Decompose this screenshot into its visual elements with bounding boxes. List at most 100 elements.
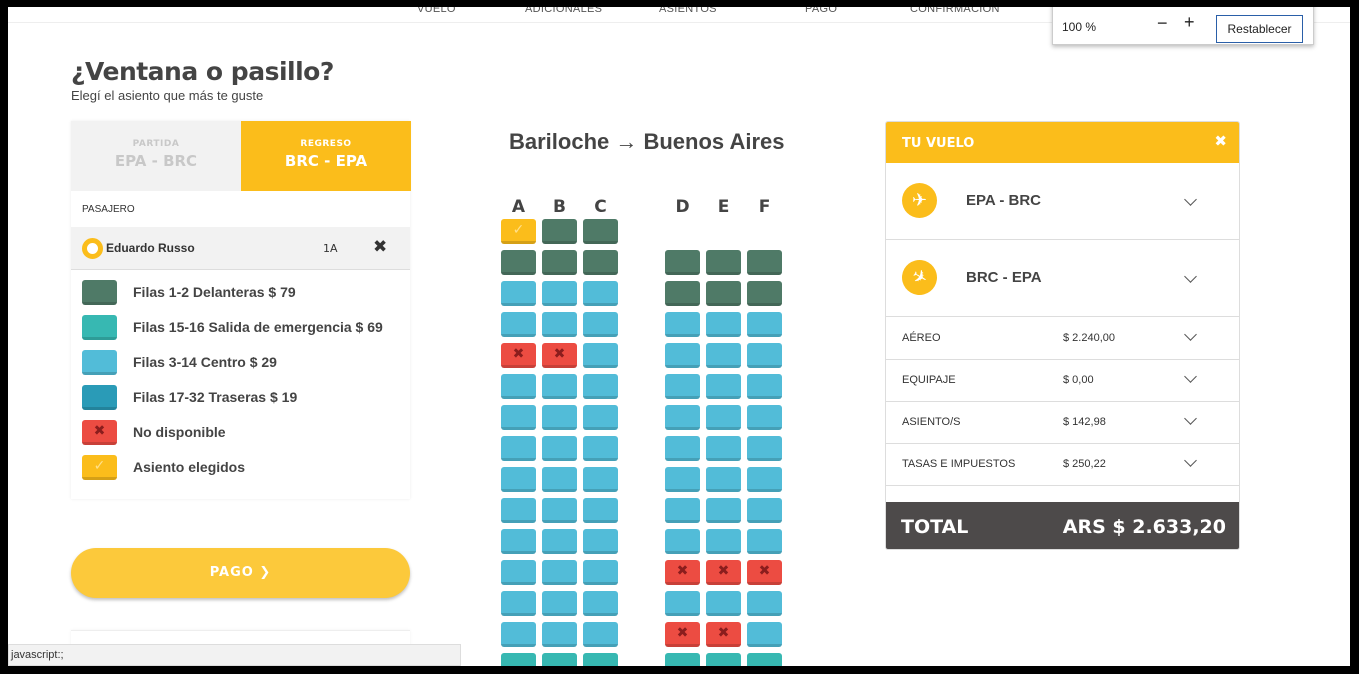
remove-seat-icon[interactable]: ✖	[373, 237, 388, 257]
seat-13E[interactable]	[706, 591, 741, 616]
seat-4B[interactable]	[542, 312, 577, 337]
seat-12C[interactable]	[583, 560, 618, 585]
seat-4C[interactable]	[583, 312, 618, 337]
seat-13C[interactable]	[583, 591, 618, 616]
seat-2D[interactable]	[665, 250, 700, 275]
seat-3E[interactable]	[706, 281, 741, 306]
seat-11C[interactable]	[583, 529, 618, 554]
seat-5E[interactable]	[706, 343, 741, 368]
zoom-in-button[interactable]: +	[1184, 12, 1195, 32]
seat-1A[interactable]: ✓	[501, 219, 536, 244]
seat-8C[interactable]	[583, 436, 618, 461]
chevron-down-icon[interactable]	[1184, 454, 1197, 467]
seat-12A[interactable]	[501, 560, 536, 585]
tab-partida[interactable]: PARTIDA EPA - BRC	[71, 121, 241, 191]
seat-10B[interactable]	[542, 498, 577, 523]
nav-pago[interactable]: PAGO	[805, 7, 838, 15]
chevron-down-icon[interactable]	[1184, 193, 1197, 206]
seat-15F[interactable]	[747, 653, 782, 666]
seat-2B[interactable]	[542, 250, 577, 275]
flight-item-return[interactable]: ✈ BRC - EPA	[886, 240, 1239, 317]
seat-3B[interactable]	[542, 281, 577, 306]
seat-7A[interactable]	[501, 405, 536, 430]
seat-13A[interactable]	[501, 591, 536, 616]
seat-7C[interactable]	[583, 405, 618, 430]
seat-2F[interactable]	[747, 250, 782, 275]
seat-5C[interactable]	[583, 343, 618, 368]
seat-14F[interactable]	[747, 622, 782, 647]
seat-2C[interactable]	[583, 250, 618, 275]
passenger-row[interactable]: Eduardo Russo 1A ✖	[71, 227, 410, 270]
seat-4F[interactable]	[747, 312, 782, 337]
seat-14A[interactable]	[501, 622, 536, 647]
nav-adicionales[interactable]: ADICIONALES	[525, 7, 603, 15]
seat-15A[interactable]	[501, 653, 536, 666]
seat-13F[interactable]	[747, 591, 782, 616]
seat-1B[interactable]	[542, 219, 577, 244]
nav-confirmacion[interactable]: CONFIRMACION	[910, 7, 1000, 15]
seat-6A[interactable]	[501, 374, 536, 399]
seat-13B[interactable]	[542, 591, 577, 616]
seat-2E[interactable]	[706, 250, 741, 275]
seat-4E[interactable]	[706, 312, 741, 337]
seat-14C[interactable]	[583, 622, 618, 647]
pay-button[interactable]: PAGO ❯	[71, 548, 410, 598]
seat-6E[interactable]	[706, 374, 741, 399]
seat-5F[interactable]	[747, 343, 782, 368]
cost-row[interactable]: EQUIPAJE $ 0,00	[886, 360, 1239, 402]
seat-10E[interactable]	[706, 498, 741, 523]
seat-8E[interactable]	[706, 436, 741, 461]
seat-7F[interactable]	[747, 405, 782, 430]
seat-11F[interactable]	[747, 529, 782, 554]
seat-10F[interactable]	[747, 498, 782, 523]
seat-12B[interactable]	[542, 560, 577, 585]
seat-5D[interactable]	[665, 343, 700, 368]
seat-3D[interactable]	[665, 281, 700, 306]
seat-9E[interactable]	[706, 467, 741, 492]
seat-7D[interactable]	[665, 405, 700, 430]
close-icon[interactable]: ✖	[1214, 132, 1227, 150]
cost-row[interactable]: ASIENTO/S $ 142,98	[886, 402, 1239, 444]
seat-15B[interactable]	[542, 653, 577, 666]
cost-row[interactable]: AÉREO $ 2.240,00	[886, 318, 1239, 360]
flight-item-outbound[interactable]: ✈ EPA - BRC	[886, 163, 1239, 240]
seat-15D[interactable]	[665, 653, 700, 666]
seat-7E[interactable]	[706, 405, 741, 430]
seat-3A[interactable]	[501, 281, 536, 306]
radio-icon[interactable]	[82, 238, 103, 259]
seat-2A[interactable]	[501, 250, 536, 275]
seat-9B[interactable]	[542, 467, 577, 492]
chevron-down-icon[interactable]	[1184, 370, 1197, 383]
seat-15C[interactable]	[583, 653, 618, 666]
seat-9F[interactable]	[747, 467, 782, 492]
seat-9A[interactable]	[501, 467, 536, 492]
seat-4D[interactable]	[665, 312, 700, 337]
seat-11B[interactable]	[542, 529, 577, 554]
seat-10C[interactable]	[583, 498, 618, 523]
seat-11D[interactable]	[665, 529, 700, 554]
seat-14B[interactable]	[542, 622, 577, 647]
cost-row[interactable]: TASAS E IMPUESTOS $ 250,22	[886, 444, 1239, 486]
chevron-down-icon[interactable]	[1184, 328, 1197, 341]
tab-regreso[interactable]: REGRESO BRC - EPA	[241, 121, 411, 191]
seat-4A[interactable]	[501, 312, 536, 337]
seat-6C[interactable]	[583, 374, 618, 399]
seat-13D[interactable]	[665, 591, 700, 616]
seat-15E[interactable]	[706, 653, 741, 666]
seat-1C[interactable]	[583, 219, 618, 244]
seat-10A[interactable]	[501, 498, 536, 523]
zoom-out-button[interactable]: −	[1157, 13, 1168, 33]
seat-6F[interactable]	[747, 374, 782, 399]
seat-8D[interactable]	[665, 436, 700, 461]
seat-10D[interactable]	[665, 498, 700, 523]
seat-9C[interactable]	[583, 467, 618, 492]
seat-11A[interactable]	[501, 529, 536, 554]
seat-6D[interactable]	[665, 374, 700, 399]
chevron-down-icon[interactable]	[1184, 270, 1197, 283]
chevron-down-icon[interactable]	[1184, 412, 1197, 425]
seat-8A[interactable]	[501, 436, 536, 461]
nav-vuelo[interactable]: VUELO	[417, 7, 456, 15]
seat-8F[interactable]	[747, 436, 782, 461]
seat-7B[interactable]	[542, 405, 577, 430]
nav-asientos[interactable]: ASIENTOS	[659, 7, 717, 15]
